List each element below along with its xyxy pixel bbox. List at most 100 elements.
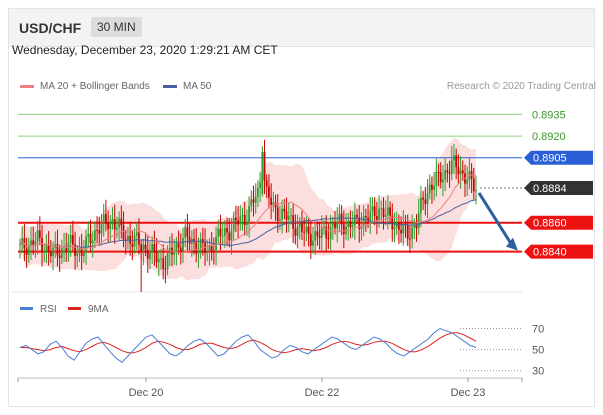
candle-62 bbox=[155, 238, 158, 269]
candle-51 bbox=[131, 230, 134, 261]
candle-body bbox=[433, 185, 436, 190]
legend-ma20: MA 20 + Bollinger Bands bbox=[20, 81, 150, 92]
candle-body bbox=[250, 199, 253, 207]
candle-body bbox=[402, 223, 405, 234]
candle-109 bbox=[259, 171, 262, 203]
candle-body bbox=[389, 207, 391, 216]
candle-body bbox=[162, 258, 165, 269]
candle-body bbox=[107, 223, 110, 230]
candle-body bbox=[173, 251, 176, 255]
candle-body bbox=[160, 258, 162, 260]
candle-body bbox=[342, 224, 345, 235]
level-label-0.8920: 0.8920 bbox=[532, 131, 566, 143]
candle-105 bbox=[250, 190, 253, 212]
candle-body bbox=[320, 228, 323, 238]
candle-body bbox=[19, 244, 21, 246]
candle-57 bbox=[144, 232, 147, 257]
candle-body bbox=[373, 206, 376, 216]
candle-113 bbox=[268, 174, 270, 208]
candle-body bbox=[34, 241, 37, 246]
candle-body bbox=[179, 247, 182, 251]
rsi-tick-70: 70 bbox=[532, 324, 544, 336]
rsi-tick-30: 30 bbox=[532, 366, 544, 378]
candle-115 bbox=[272, 191, 275, 212]
candle-body bbox=[382, 208, 385, 217]
candle-body bbox=[360, 226, 363, 229]
rsi-tick-50: 50 bbox=[532, 345, 544, 357]
candle-body bbox=[78, 248, 81, 252]
candle-body bbox=[257, 187, 259, 197]
candle-134 bbox=[314, 222, 317, 255]
candle-93 bbox=[223, 220, 226, 248]
level-tag-bg bbox=[524, 215, 593, 230]
candle-body bbox=[49, 251, 52, 257]
timeframe-badge[interactable]: 30 MIN bbox=[91, 17, 142, 37]
level-tag-text: 0.8860 bbox=[533, 218, 567, 230]
candle-0 bbox=[19, 238, 21, 259]
candle-151 bbox=[351, 211, 354, 238]
candle-body bbox=[102, 214, 105, 223]
candle-body bbox=[455, 155, 458, 168]
candle-49 bbox=[127, 226, 129, 250]
ma50-swatch bbox=[163, 84, 177, 88]
candle-106 bbox=[252, 185, 255, 217]
candle-3 bbox=[25, 237, 28, 268]
candle-body bbox=[305, 226, 308, 233]
candle-body bbox=[428, 184, 431, 194]
candle-40 bbox=[107, 210, 110, 242]
candle-81 bbox=[197, 237, 200, 268]
candle-body bbox=[334, 223, 336, 229]
candle-body bbox=[153, 244, 156, 253]
candle-body bbox=[144, 244, 147, 250]
candle-body bbox=[409, 238, 411, 240]
candle-body bbox=[146, 249, 149, 259]
candle-132 bbox=[309, 220, 312, 259]
forecast-arrow-head bbox=[506, 237, 518, 251]
candle-body bbox=[472, 178, 475, 192]
candle-19 bbox=[60, 239, 63, 265]
candle-100 bbox=[239, 205, 242, 231]
candle-198 bbox=[455, 148, 458, 180]
candle-body bbox=[199, 239, 202, 251]
candle-body bbox=[422, 197, 425, 200]
candle-159 bbox=[369, 197, 372, 235]
candle-29 bbox=[82, 239, 85, 263]
level-tag-bg bbox=[524, 150, 593, 165]
candle-body bbox=[232, 217, 235, 231]
candle-160 bbox=[371, 196, 374, 224]
candle-177 bbox=[409, 224, 411, 254]
candle-body bbox=[234, 217, 237, 221]
candle-156 bbox=[362, 204, 365, 237]
candle-92 bbox=[221, 222, 224, 246]
candle-body bbox=[336, 221, 339, 229]
candle-body bbox=[226, 228, 228, 233]
candle-42 bbox=[111, 207, 114, 230]
candle-58 bbox=[146, 235, 149, 273]
candle-body bbox=[241, 214, 244, 217]
candle-body bbox=[347, 220, 350, 227]
candle-body bbox=[369, 211, 372, 221]
candle-body bbox=[358, 217, 361, 229]
candle-137 bbox=[320, 215, 323, 252]
candle-192 bbox=[442, 165, 444, 197]
candle-15 bbox=[52, 241, 54, 271]
candle-body bbox=[272, 202, 275, 205]
level-tag-bg bbox=[524, 181, 593, 196]
candle-body bbox=[457, 167, 460, 175]
candle-body bbox=[36, 230, 39, 242]
candle-80 bbox=[195, 228, 198, 263]
candle-body bbox=[459, 170, 462, 175]
legend-rsi-swatch bbox=[20, 307, 33, 310]
candle-body bbox=[157, 258, 160, 263]
candle-body bbox=[351, 225, 354, 228]
candle-body bbox=[239, 216, 242, 225]
candle-body bbox=[397, 222, 400, 230]
candle-body bbox=[380, 208, 383, 210]
candle-body bbox=[309, 234, 312, 246]
candle-12 bbox=[45, 234, 48, 264]
candle-body bbox=[261, 151, 264, 194]
candle-25 bbox=[74, 231, 76, 270]
candle-125 bbox=[294, 214, 297, 245]
legend-ma50: MA 50 bbox=[163, 81, 211, 92]
